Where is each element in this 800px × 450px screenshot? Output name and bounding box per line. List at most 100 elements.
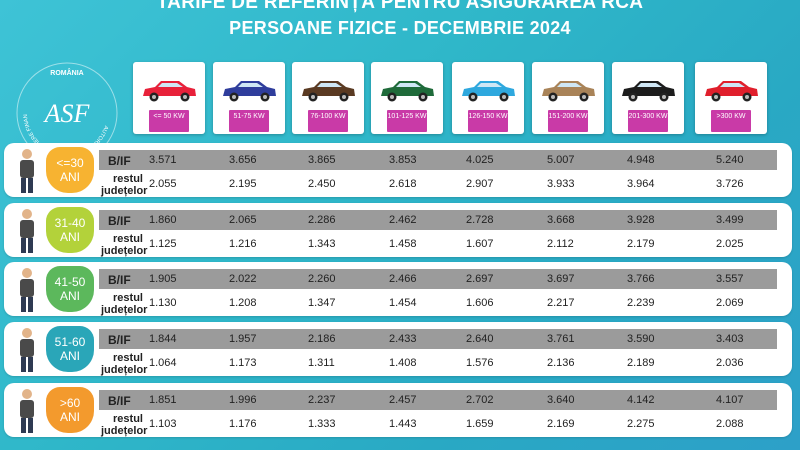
kw-range-badge: 51-75 KW: [229, 110, 269, 132]
rest-tariff-value: 1.064: [149, 357, 177, 369]
age-range: <=30: [56, 156, 84, 170]
bif-tariff-value: 3.557: [716, 273, 744, 285]
bif-tariff-value: 2.466: [389, 273, 417, 285]
bif-tariff-value: 2.286: [308, 214, 336, 226]
rest-tariff-value: 1.130: [149, 297, 177, 309]
car-category-card: 201-300 KW: [612, 62, 684, 134]
bif-tariff-value: 2.457: [389, 394, 417, 406]
rest-tariff-value: 2.275: [627, 418, 655, 430]
bif-label: B/IF: [108, 214, 131, 228]
rest-label-line1: restul: [113, 292, 143, 304]
sports-car-icon: [705, 81, 758, 102]
bif-label: B/IF: [108, 333, 131, 347]
rest-tariff-value: 2.112: [547, 238, 574, 250]
age-group-row: 31-40 ANI B/IF restul județelor 1.860 2.065 2.2…: [4, 203, 792, 257]
car-category-card: 101-125 KW: [371, 62, 443, 134]
bif-label: B/IF: [108, 154, 131, 168]
bif-tariff-value: 2.065: [229, 214, 257, 226]
bif-tariff-value: 4.142: [627, 394, 655, 406]
rest-tariff-value: 2.036: [716, 357, 744, 369]
rest-label: restul județelor: [101, 413, 147, 437]
rest-label-line2: județelor: [101, 364, 148, 376]
bif-tariff-value: 1.905: [149, 273, 177, 285]
car-category-card: 151-200 KW: [532, 62, 604, 134]
bif-tariff-value: 4.025: [466, 154, 494, 166]
bif-tariff-value: 2.697: [466, 273, 494, 285]
rest-tariff-value: 3.726: [716, 178, 744, 190]
rest-tariff-value: 3.933: [547, 178, 575, 190]
person-icon: [12, 387, 42, 435]
bif-tariff-value: 4.107: [716, 394, 744, 406]
bif-tariff-value: 3.499: [716, 214, 744, 226]
person-icon: [12, 266, 42, 314]
bif-label: B/IF: [108, 273, 131, 287]
rest-tariff-value: 1.606: [466, 297, 494, 309]
age-unit: ANI: [59, 410, 80, 424]
rest-tariff-value: 3.964: [627, 178, 655, 190]
rest-tariff-value: 2.055: [149, 178, 177, 190]
rest-tariff-value: 2.450: [308, 178, 336, 190]
bif-tariff-value: 1.957: [229, 333, 257, 345]
age-group-row: 51-60 ANI B/IF restul județelor 1.844 1.957 2.1…: [4, 322, 792, 376]
bif-tariff-value: 2.022: [229, 273, 257, 285]
rest-tariff-value: 2.088: [716, 418, 744, 430]
bif-tariff-value: 2.702: [466, 394, 494, 406]
rest-label-line1: restul: [113, 233, 143, 245]
rest-tariff-value: 2.025: [716, 238, 744, 250]
rest-tariff-value: 1.103: [149, 418, 177, 430]
bif-tariff-value: 2.433: [389, 333, 417, 345]
bif-tariff-value: 2.640: [466, 333, 494, 345]
sedan-icon: [302, 81, 355, 102]
rest-tariff-value: 1.659: [466, 418, 494, 430]
bif-tariff-value: 3.697: [547, 273, 575, 285]
suv-icon: [542, 81, 595, 102]
bif-tariff-value: 2.186: [308, 333, 336, 345]
age-unit: ANI: [59, 289, 80, 303]
rest-label: restul județelor: [101, 352, 148, 376]
kw-range-badge: 201-300 KW: [628, 110, 668, 132]
rest-label-line1: restul: [113, 173, 143, 185]
age-group-row: <=30 ANI B/IF restul județelor 3.571 3.656 3.86…: [4, 143, 792, 197]
bif-tariff-value: 1.851: [149, 394, 177, 406]
rest-tariff-value: 2.239: [627, 297, 655, 309]
bif-label: B/IF: [108, 394, 131, 408]
bif-row-band: [99, 210, 777, 230]
asf-logo-country: ROMÂNIA: [50, 70, 84, 77]
bif-tariff-value: 2.462: [389, 214, 417, 226]
rest-tariff-value: 1.173: [229, 357, 257, 369]
rest-tariff-value: 1.311: [308, 357, 335, 369]
car-category-card: 126-150 KW: [452, 62, 524, 134]
hatchback-icon: [223, 81, 276, 102]
bif-tariff-value: 1.860: [149, 214, 177, 226]
rest-tariff-value: 1.216: [229, 238, 257, 250]
minivan-icon: [381, 81, 434, 102]
bif-row-band: [99, 269, 777, 289]
bif-tariff-value: 2.260: [308, 273, 336, 285]
rest-label: restul județelor: [101, 173, 147, 197]
bif-tariff-value: 3.928: [627, 214, 655, 226]
age-range: >60: [59, 396, 81, 410]
age-group-row: >60 ANI B/IF restul județelor 1.851 1.996 2.237…: [4, 383, 792, 437]
rest-label-line2: județelor: [101, 245, 148, 257]
rest-label: restul județelor: [101, 292, 148, 316]
rest-label-line2: județelor: [101, 304, 148, 316]
bif-tariff-value: 3.865: [308, 154, 336, 166]
bif-tariff-value: 3.403: [716, 333, 744, 345]
age-unit: ANI: [59, 349, 80, 363]
age-unit: ANI: [59, 230, 80, 244]
sedan-icon: [462, 81, 515, 102]
rest-tariff-value: 1.208: [229, 297, 257, 309]
age-badge: 51-60 ANI: [46, 326, 94, 372]
age-group-row: 41-50 ANI B/IF restul județelor 1.905 2.022 2.2…: [4, 262, 792, 316]
rest-tariff-value: 2.195: [229, 178, 257, 190]
bif-tariff-value: 5.007: [547, 154, 575, 166]
rest-tariff-value: 1.454: [389, 297, 417, 309]
rest-tariff-value: 1.576: [466, 357, 494, 369]
kw-range-badge: >300 KW: [711, 110, 751, 132]
bif-row-band: [99, 150, 777, 170]
rest-label: restul județelor: [101, 233, 148, 257]
age-range: 31-40: [54, 216, 86, 230]
rest-tariff-value: 1.408: [389, 357, 417, 369]
rest-tariff-value: 2.179: [627, 238, 655, 250]
rest-tariff-value: 1.176: [229, 418, 257, 430]
